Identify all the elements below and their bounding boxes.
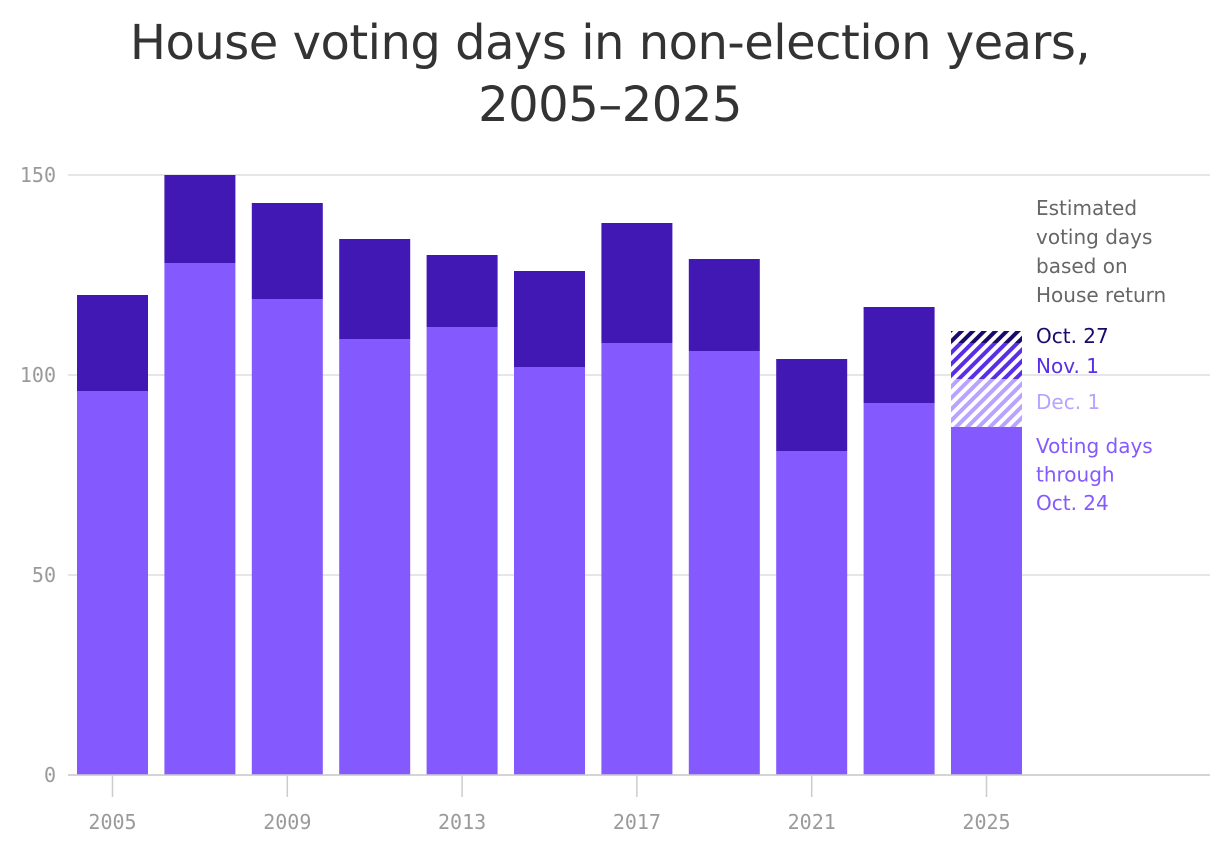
- bar-2025-dec1-hatch: [951, 379, 1022, 427]
- legend-heading-line: based on: [1036, 254, 1128, 278]
- x-tick-label: 2017: [613, 810, 661, 834]
- legend-voting-days-line: Oct. 24: [1036, 491, 1109, 515]
- legend-voting-days-line: through: [1036, 463, 1115, 487]
- bar-base-2023: [863, 403, 935, 775]
- bar-top-2007: [164, 175, 236, 263]
- legend-voting-days-line: Voting days: [1036, 434, 1153, 458]
- legend-heading-line: House return: [1036, 283, 1166, 307]
- bar-top-2011: [339, 239, 411, 339]
- legend-oct27: Oct. 27: [1036, 324, 1109, 348]
- legend: Estimated voting days based on House return…: [1036, 196, 1166, 515]
- bar-2025-through-oct24: [951, 427, 1022, 775]
- x-tick-label: 2025: [962, 810, 1010, 834]
- axes: 2005 2009 2013 2017 2021 2025: [68, 774, 1210, 834]
- x-tick-label: 2009: [263, 810, 311, 834]
- bar-top-2023: [863, 307, 935, 403]
- chart-title-line-2: 2005–2025: [478, 77, 742, 133]
- bar-top-2015: [514, 271, 585, 367]
- bar-base-2013: [426, 327, 498, 775]
- y-tick-label: 150: [20, 163, 56, 187]
- bar-top-2019: [688, 259, 760, 351]
- bar-top-2009: [251, 203, 323, 299]
- bar-top-2017: [601, 223, 673, 343]
- bar-top-2013: [426, 255, 498, 327]
- x-tick-label: 2005: [88, 810, 136, 834]
- bar-base-2007: [164, 263, 236, 775]
- bar-top-2021: [776, 359, 848, 451]
- bar-base-2011: [339, 339, 411, 775]
- y-tick-label: 50: [32, 563, 56, 587]
- legend-heading-line: voting days: [1036, 225, 1152, 249]
- bar-2025-oct27-hatch: [951, 331, 1022, 343]
- bar-base-2017: [601, 343, 673, 775]
- y-tick-label: 0: [44, 763, 56, 787]
- legend-dec1: Dec. 1: [1036, 390, 1100, 414]
- bar-base-2019: [688, 351, 760, 775]
- chart-title: House voting days in non-election years,…: [0, 12, 1220, 136]
- legend-nov1: Nov. 1: [1036, 354, 1099, 378]
- bars: [77, 175, 935, 775]
- bar-base-2021: [776, 451, 848, 775]
- bar-2025-nov1-hatch: [951, 343, 1022, 379]
- bar-base-2015: [514, 367, 585, 775]
- bar-base-2005: [77, 391, 148, 775]
- bar-base-2009: [251, 299, 323, 775]
- x-tick-label: 2021: [788, 810, 836, 834]
- x-tick-label: 2013: [438, 810, 486, 834]
- bar-top-2005: [77, 295, 148, 391]
- legend-heading-line: Estimated: [1036, 196, 1137, 220]
- chart-title-line-1: House voting days in non-election years,: [129, 15, 1091, 71]
- y-tick-label: 100: [20, 363, 56, 387]
- estimate-2025: [951, 331, 1022, 775]
